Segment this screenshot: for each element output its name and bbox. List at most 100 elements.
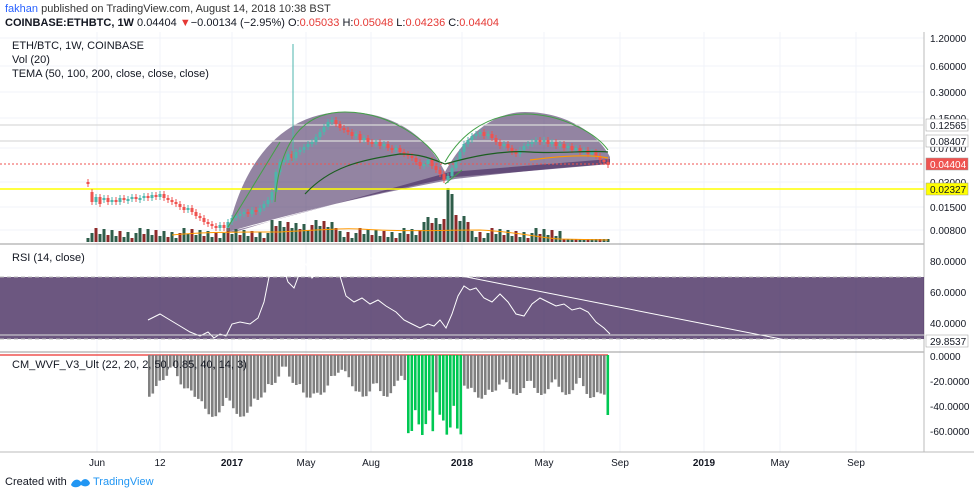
candle-body	[106, 198, 110, 202]
wvf-tick-label: -40.0000	[930, 402, 970, 413]
cup-arc-left[interactable]	[274, 111, 441, 203]
price-badge	[925, 118, 969, 132]
candle-body	[374, 142, 378, 144]
volume-bar	[478, 232, 482, 242]
volume-bar	[302, 224, 306, 242]
candle-body	[514, 152, 518, 154]
change-down-icon: ▼	[179, 17, 191, 29]
candle-body	[206, 222, 210, 224]
candle-body	[214, 226, 218, 228]
trend-line-short[interactable]	[444, 169, 463, 185]
candle-body	[598, 156, 602, 160]
candle-body	[354, 134, 358, 136]
wvf-bar	[571, 355, 575, 391]
volume-bar	[390, 232, 394, 242]
volume-bar	[370, 235, 374, 242]
legend-volume: Vol (20)	[12, 54, 50, 66]
wvf-bar	[389, 355, 393, 394]
volume-bar	[182, 228, 186, 242]
time-axis[interactable]: Jun 12 2017 May Aug 2018 May Sep 2019 May Sep	[89, 458, 865, 469]
rsi-trend-line[interactable]	[334, 250, 797, 343]
volume-bar	[346, 232, 350, 242]
volume-bar	[382, 231, 386, 242]
candle-body	[522, 146, 526, 150]
volume-bar	[194, 235, 198, 242]
candle-body	[170, 200, 174, 202]
time-tick-label: May	[771, 458, 790, 469]
wvf-bar	[197, 355, 200, 399]
volume-bar	[310, 225, 314, 242]
trend-line-rise[interactable]	[227, 141, 281, 228]
wvf-bar	[344, 355, 347, 372]
candle-body	[502, 144, 506, 146]
volume-bar	[514, 231, 518, 242]
chart-area[interactable]: 1.200000.600000.300000.150000.070000.030…	[0, 32, 974, 470]
rsi-axis[interactable]: 80.0000 60.0000 40.0000 29.8537	[925, 257, 969, 348]
candle-body	[402, 152, 406, 154]
price-change: −0.00134 (−2.95%)	[190, 17, 285, 29]
author-link[interactable]: fakhan	[5, 3, 39, 15]
volume-bar	[526, 238, 530, 242]
wvf-bar	[340, 355, 344, 370]
wvf-bar	[592, 355, 596, 398]
candle-body	[226, 222, 230, 228]
volume-bar	[174, 238, 178, 242]
volume-bar	[594, 239, 598, 242]
wvf-bar	[540, 355, 543, 395]
chart-canvas[interactable]: 1.200000.600000.300000.150000.070000.030…	[0, 32, 974, 470]
wvf-bar	[263, 355, 267, 393]
wvf-bar	[533, 355, 536, 388]
volume-bar	[98, 234, 102, 242]
wvf-bar	[498, 355, 501, 385]
candle-body	[490, 134, 494, 138]
candle-body	[286, 154, 290, 160]
candle-body	[550, 142, 554, 144]
rsi-badge-label: 29.8537	[930, 337, 967, 348]
wvf-bar	[428, 355, 431, 411]
wvf-bar	[295, 355, 298, 385]
candle-body	[478, 132, 482, 134]
price-axis[interactable]: 1.200000.600000.300000.150000.070000.030…	[925, 34, 969, 237]
wvf-axis[interactable]: 0.0000 -20.0000 -40.0000 -60.0000	[930, 352, 970, 438]
wvf-bar	[414, 355, 417, 411]
cup-arc-right[interactable]	[444, 113, 609, 163]
wvf-bar	[564, 355, 568, 395]
candle-body	[166, 198, 170, 200]
wvf-bar	[333, 355, 337, 376]
tradingview-logo-icon	[71, 479, 90, 488]
wvf-bar	[568, 355, 571, 395]
candle-body	[86, 182, 90, 184]
legend-rsi: RSI (14, close)	[12, 252, 85, 264]
tradingview-brand-link[interactable]: TradingView	[93, 476, 154, 488]
candle-body	[398, 148, 402, 152]
created-with-text: Created with	[5, 476, 67, 488]
low-value: 0.04236	[405, 17, 446, 29]
price-badge-label: 0.02327	[930, 185, 967, 196]
wvf-bar	[270, 355, 274, 385]
candle-body	[510, 148, 514, 152]
volume-bar	[590, 239, 594, 242]
low-label: L:	[396, 17, 406, 29]
candle-body	[114, 200, 118, 202]
rsi-line	[147, 252, 611, 339]
wvf-bar	[354, 355, 358, 392]
candle-body	[574, 148, 578, 150]
volume-bar	[374, 230, 378, 242]
wvf-bar	[162, 355, 165, 381]
rsi-tick-label: 40.0000	[930, 319, 967, 330]
wvf-bar	[480, 355, 484, 399]
wvf-bar	[606, 355, 610, 415]
candle-body	[414, 158, 418, 162]
wvf-bar	[246, 355, 249, 413]
volume-ma-line	[171, 228, 609, 241]
open-label: O:	[287, 17, 300, 29]
candle-body	[222, 225, 226, 228]
volume-bar	[250, 231, 254, 242]
volume-bar	[406, 234, 410, 242]
volume-bar	[550, 230, 554, 242]
candle-body	[218, 225, 222, 228]
wvf-bar	[449, 355, 452, 428]
tema-line-fast	[304, 150, 609, 195]
candle-body	[578, 148, 582, 152]
price-tick-label: 0.30000	[930, 88, 967, 99]
